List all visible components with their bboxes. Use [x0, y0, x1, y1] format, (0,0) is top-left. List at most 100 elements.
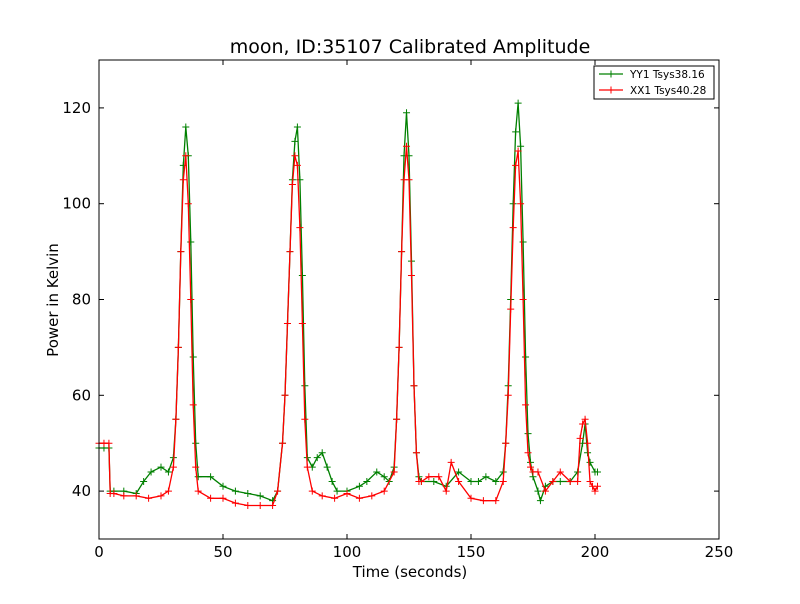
- data-point: [283, 319, 291, 327]
- data-point: [219, 482, 227, 490]
- data-point: [576, 434, 584, 442]
- data-point: [355, 494, 363, 502]
- data-point: [524, 430, 532, 438]
- data-point: [274, 487, 282, 495]
- data-point: [517, 142, 525, 150]
- data-point: [189, 353, 197, 361]
- data-point: [105, 439, 113, 447]
- data-point: [584, 439, 592, 447]
- data-point: [581, 415, 589, 423]
- data-point: [522, 353, 530, 361]
- x-tick-label: 150: [457, 543, 486, 561]
- data-point: [219, 494, 227, 502]
- data-point: [393, 415, 401, 423]
- data-point: [343, 489, 351, 497]
- data-point: [586, 478, 594, 486]
- data-point: [593, 482, 601, 490]
- data-point: [593, 468, 601, 476]
- y-tick-label: 40: [72, 482, 91, 500]
- data-point: [403, 142, 411, 150]
- data-point: [308, 487, 316, 495]
- data-point: [157, 492, 165, 500]
- data-point: [291, 152, 299, 160]
- y-tick-label: 60: [72, 386, 91, 404]
- data-point: [395, 343, 403, 351]
- y-tick-label: 80: [72, 291, 91, 309]
- data-point: [279, 439, 287, 447]
- data-point: [244, 501, 252, 509]
- data-point: [157, 463, 165, 471]
- data-point: [467, 478, 475, 486]
- data-point: [318, 492, 326, 500]
- data-point: [492, 478, 500, 486]
- data-point: [447, 458, 455, 466]
- data-point: [514, 99, 522, 107]
- data-point: [556, 468, 564, 476]
- data-point: [574, 478, 582, 486]
- data-point: [207, 494, 215, 502]
- data-point: [179, 176, 187, 184]
- y-tick-label: 100: [62, 195, 91, 213]
- series-1: [95, 142, 601, 509]
- data-point: [318, 449, 326, 457]
- x-tick-label: 200: [581, 543, 610, 561]
- data-point: [407, 272, 415, 280]
- data-point: [499, 478, 507, 486]
- data-point: [405, 176, 413, 184]
- data-point: [187, 238, 195, 246]
- data-point: [269, 501, 277, 509]
- data-point: [164, 468, 172, 476]
- data-point: [231, 499, 239, 507]
- data-point: [296, 224, 304, 232]
- data-point: [455, 468, 463, 476]
- data-point: [331, 494, 339, 502]
- data-point: [579, 420, 587, 428]
- data-point: [207, 473, 215, 481]
- data-point: [390, 468, 398, 476]
- data-point: [303, 463, 311, 471]
- data-point: [517, 200, 525, 208]
- data-point: [293, 161, 301, 169]
- data-point: [534, 468, 542, 476]
- legend-label: YY1 Tsys38.16: [629, 69, 705, 81]
- data-point: [244, 489, 252, 497]
- data-point: [110, 489, 118, 497]
- data-point: [288, 181, 296, 189]
- data-point: [256, 492, 264, 500]
- data-point: [479, 497, 487, 505]
- data-point: [231, 487, 239, 495]
- data-point: [586, 458, 594, 466]
- data-point: [509, 224, 517, 232]
- data-point: [333, 487, 341, 495]
- data-point: [504, 391, 512, 399]
- data-point: [187, 296, 195, 303]
- legend: YY1 Tsys38.16 XX1 Tsys40.28: [593, 65, 715, 100]
- data-point: [328, 478, 336, 486]
- data-point: [132, 492, 140, 500]
- data-point: [256, 501, 264, 509]
- data-point: [301, 382, 309, 390]
- data-point: [177, 248, 185, 256]
- data-point: [522, 401, 530, 409]
- y-tick-label: 120: [62, 99, 91, 117]
- data-point: [194, 473, 202, 481]
- data-point: [169, 463, 177, 471]
- data-point: [189, 401, 197, 409]
- data-point: [120, 492, 128, 500]
- data-point: [398, 248, 406, 256]
- data-point: [147, 468, 155, 476]
- data-point: [556, 478, 564, 486]
- data-point: [194, 487, 202, 495]
- legend-marker: [607, 70, 615, 78]
- data-point: [293, 123, 301, 131]
- x-tick-label: 0: [94, 543, 104, 561]
- data-point: [519, 238, 527, 246]
- data-point: [192, 439, 200, 447]
- data-point: [507, 305, 515, 313]
- data-point: [425, 473, 433, 481]
- data-point: [355, 482, 363, 490]
- data-point: [410, 382, 418, 390]
- data-point: [512, 128, 520, 136]
